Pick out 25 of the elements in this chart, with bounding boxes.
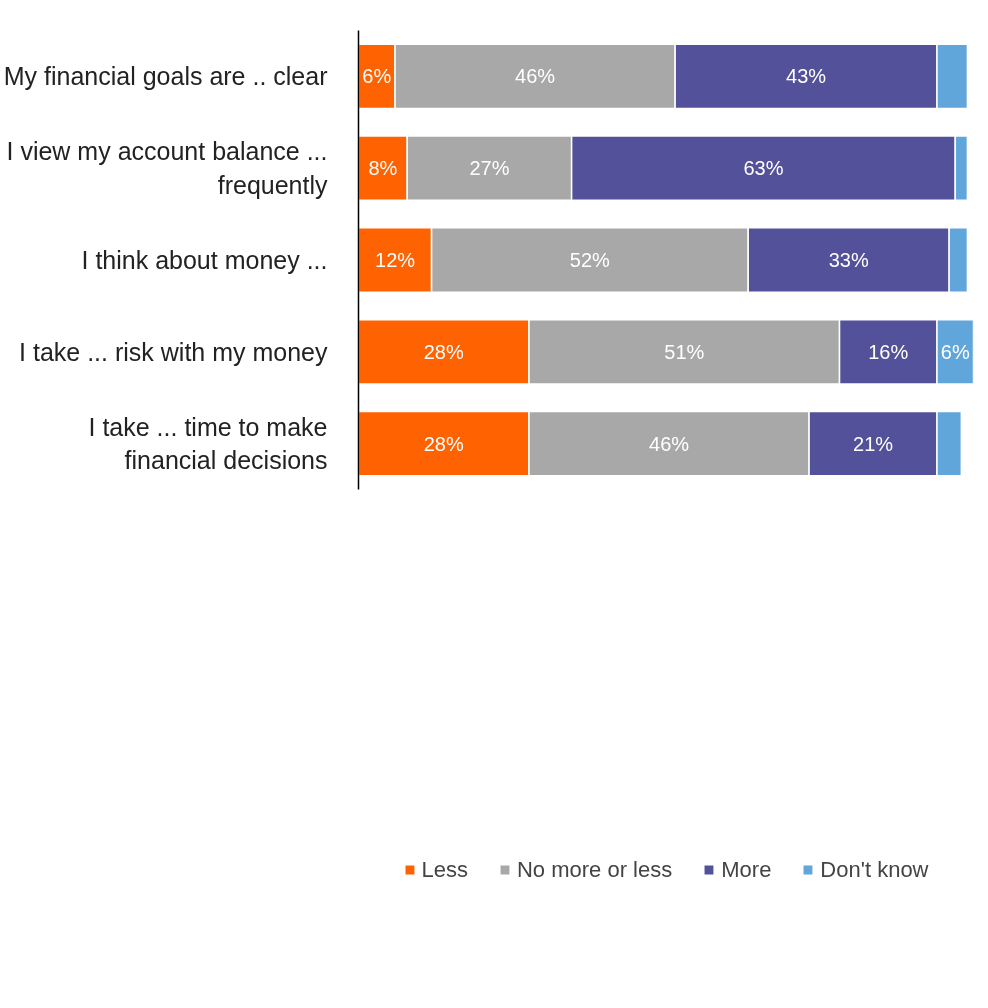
y-tick-label: I take ... risk with my money (19, 337, 328, 366)
data-label: 46% (649, 432, 690, 455)
legend-label: More (721, 856, 772, 883)
data-label: 8% (368, 157, 398, 180)
data-label: 12% (375, 249, 416, 271)
y-tick-label: My financial goals are .. clear (3, 62, 328, 91)
data-label: 51% (664, 340, 705, 363)
data-label: 43% (786, 65, 827, 88)
data-label: 33% (828, 249, 869, 271)
legend-label: Less (421, 856, 468, 883)
data-label: 16% (868, 340, 909, 363)
data-label: 63% (743, 157, 784, 180)
legend-label: Don't know (820, 856, 929, 883)
data-label: 21% (853, 432, 894, 455)
data-label: 28% (423, 432, 464, 455)
data-label: 27% (469, 157, 510, 180)
y-tick-label: I think about money ... (81, 246, 328, 274)
data-label: 52% (569, 249, 611, 271)
data-label: 6% (940, 340, 970, 363)
y-tick-label: I take ... time to make financial decisions (88, 412, 328, 475)
legend-label: No more or less (516, 856, 673, 883)
data-label: 46% (515, 65, 556, 88)
data-label: 6% (362, 65, 392, 88)
y-tick-label: I view my account balance ... frequently (6, 137, 328, 199)
data-label: 28% (423, 340, 464, 363)
